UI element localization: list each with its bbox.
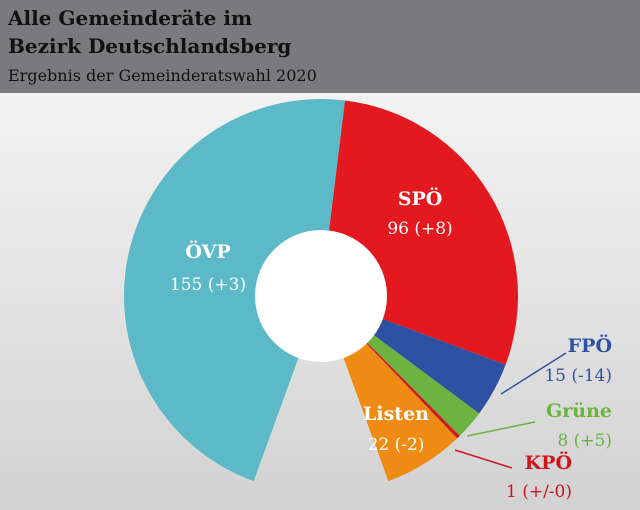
title-line-2: Bezirk Deutschlandsberg [8,34,292,58]
header-bar: Alle Gemeinderäte im Bezirk Deutschlands… [0,0,640,93]
slice-label-value: 1 (+/-0) [506,482,572,502]
slice-label-name: Grüne [546,400,612,422]
slice-label-value: 22 (-2) [368,435,425,455]
title-line-1: Alle Gemeinderäte im [8,6,253,30]
slice-label-name: KPÖ [525,451,572,474]
slice-label-value: 15 (-14) [544,366,612,386]
slice-labels: ÖVP 155 (+3) SPÖ 96 (+8) FPÖ 15 (-14) Grüne 8 (… [170,187,612,502]
slice-label-value: 96 (+8) [387,219,452,239]
slice-label-name: FPÖ [568,334,612,357]
slice-label-value: 8 (+5) [557,431,612,451]
leader-line [466,421,536,437]
slice-label-name: Listen [363,403,429,425]
leader-line [500,352,567,395]
slice-label-name: ÖVP [185,240,230,263]
leader-lines [454,352,567,469]
subtitle: Ergebnis der Gemeinderatswahl 2020 [8,66,317,85]
slice-label-name: SPÖ [398,187,443,210]
donut-hole [255,230,387,362]
slice-vp [123,98,346,482]
slice-label-value: 155 (+3) [170,275,246,295]
leader-line [454,449,513,469]
